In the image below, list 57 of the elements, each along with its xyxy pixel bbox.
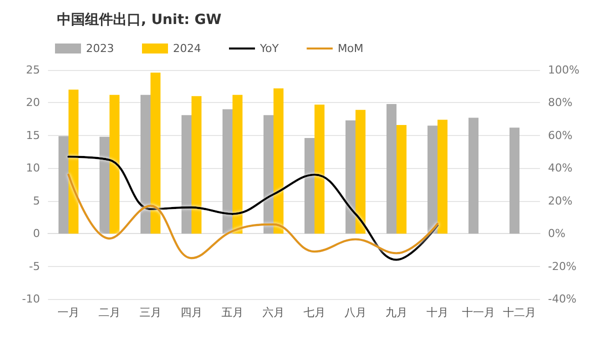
x-tick-label: 十二月 [503, 306, 536, 319]
x-tick-label: 九月 [386, 306, 408, 319]
bar [510, 128, 520, 234]
y2-tick-label: 80% [548, 96, 572, 110]
bar [274, 88, 284, 234]
x-tick-label: 七月 [304, 306, 326, 319]
bar [140, 94, 150, 234]
bar [438, 120, 448, 234]
y2-tick-label: 60% [548, 128, 572, 142]
y2-tick-label: 100% [548, 64, 580, 76]
y-tick-label: 15 [26, 128, 40, 142]
y-tick-label: 0 [33, 227, 40, 240]
bar [356, 110, 366, 234]
y-tick-label: 10 [26, 162, 40, 175]
y-tick-label: 5 [33, 194, 40, 208]
line-series [67, 174, 439, 260]
bar [150, 72, 160, 234]
x-tick-label: 六月 [262, 306, 284, 319]
bar [264, 115, 274, 234]
bar [222, 109, 232, 234]
y-tick-label: -10 [22, 292, 40, 306]
bar [386, 104, 396, 234]
legend-label: 2023 [86, 42, 114, 55]
bar [468, 118, 478, 234]
y2-tick-label: -20% [548, 260, 576, 273]
x-tick-label: 二月 [98, 306, 120, 319]
bar [428, 126, 438, 234]
y2-tick-label: -40% [548, 292, 576, 306]
bar [346, 120, 356, 234]
line-series [67, 156, 439, 261]
bar [68, 90, 78, 234]
bar [396, 124, 406, 234]
x-tick-label: 三月 [140, 306, 162, 319]
bar [110, 94, 120, 234]
legend-label: 2024 [172, 42, 201, 55]
bar [100, 136, 110, 234]
bar [192, 96, 202, 234]
y-tick-label: -5 [29, 260, 40, 273]
y2-tick-label: 40% [548, 162, 572, 175]
chart-title: 中国组件出口, Unit: GW [57, 12, 222, 28]
legend-label: YoY [258, 42, 279, 55]
y-tick-label: 20 [26, 96, 40, 110]
bar [58, 136, 68, 234]
x-tick-label: 十月 [426, 306, 448, 319]
x-tick-label: 五月 [222, 306, 244, 319]
x-tick-label: 八月 [344, 306, 366, 319]
x-tick-label: 四月 [180, 306, 202, 319]
y2-tick-label: 0% [548, 227, 566, 240]
bar [182, 115, 192, 234]
bar [232, 94, 242, 234]
legend-label: MoM [338, 42, 364, 55]
x-tick-label: 一月 [58, 306, 80, 319]
bar [304, 138, 314, 234]
bar [314, 104, 324, 234]
y-tick-label: 25 [26, 64, 40, 76]
y2-tick-label: 20% [548, 194, 572, 208]
x-tick-label: 十一月 [462, 306, 495, 319]
